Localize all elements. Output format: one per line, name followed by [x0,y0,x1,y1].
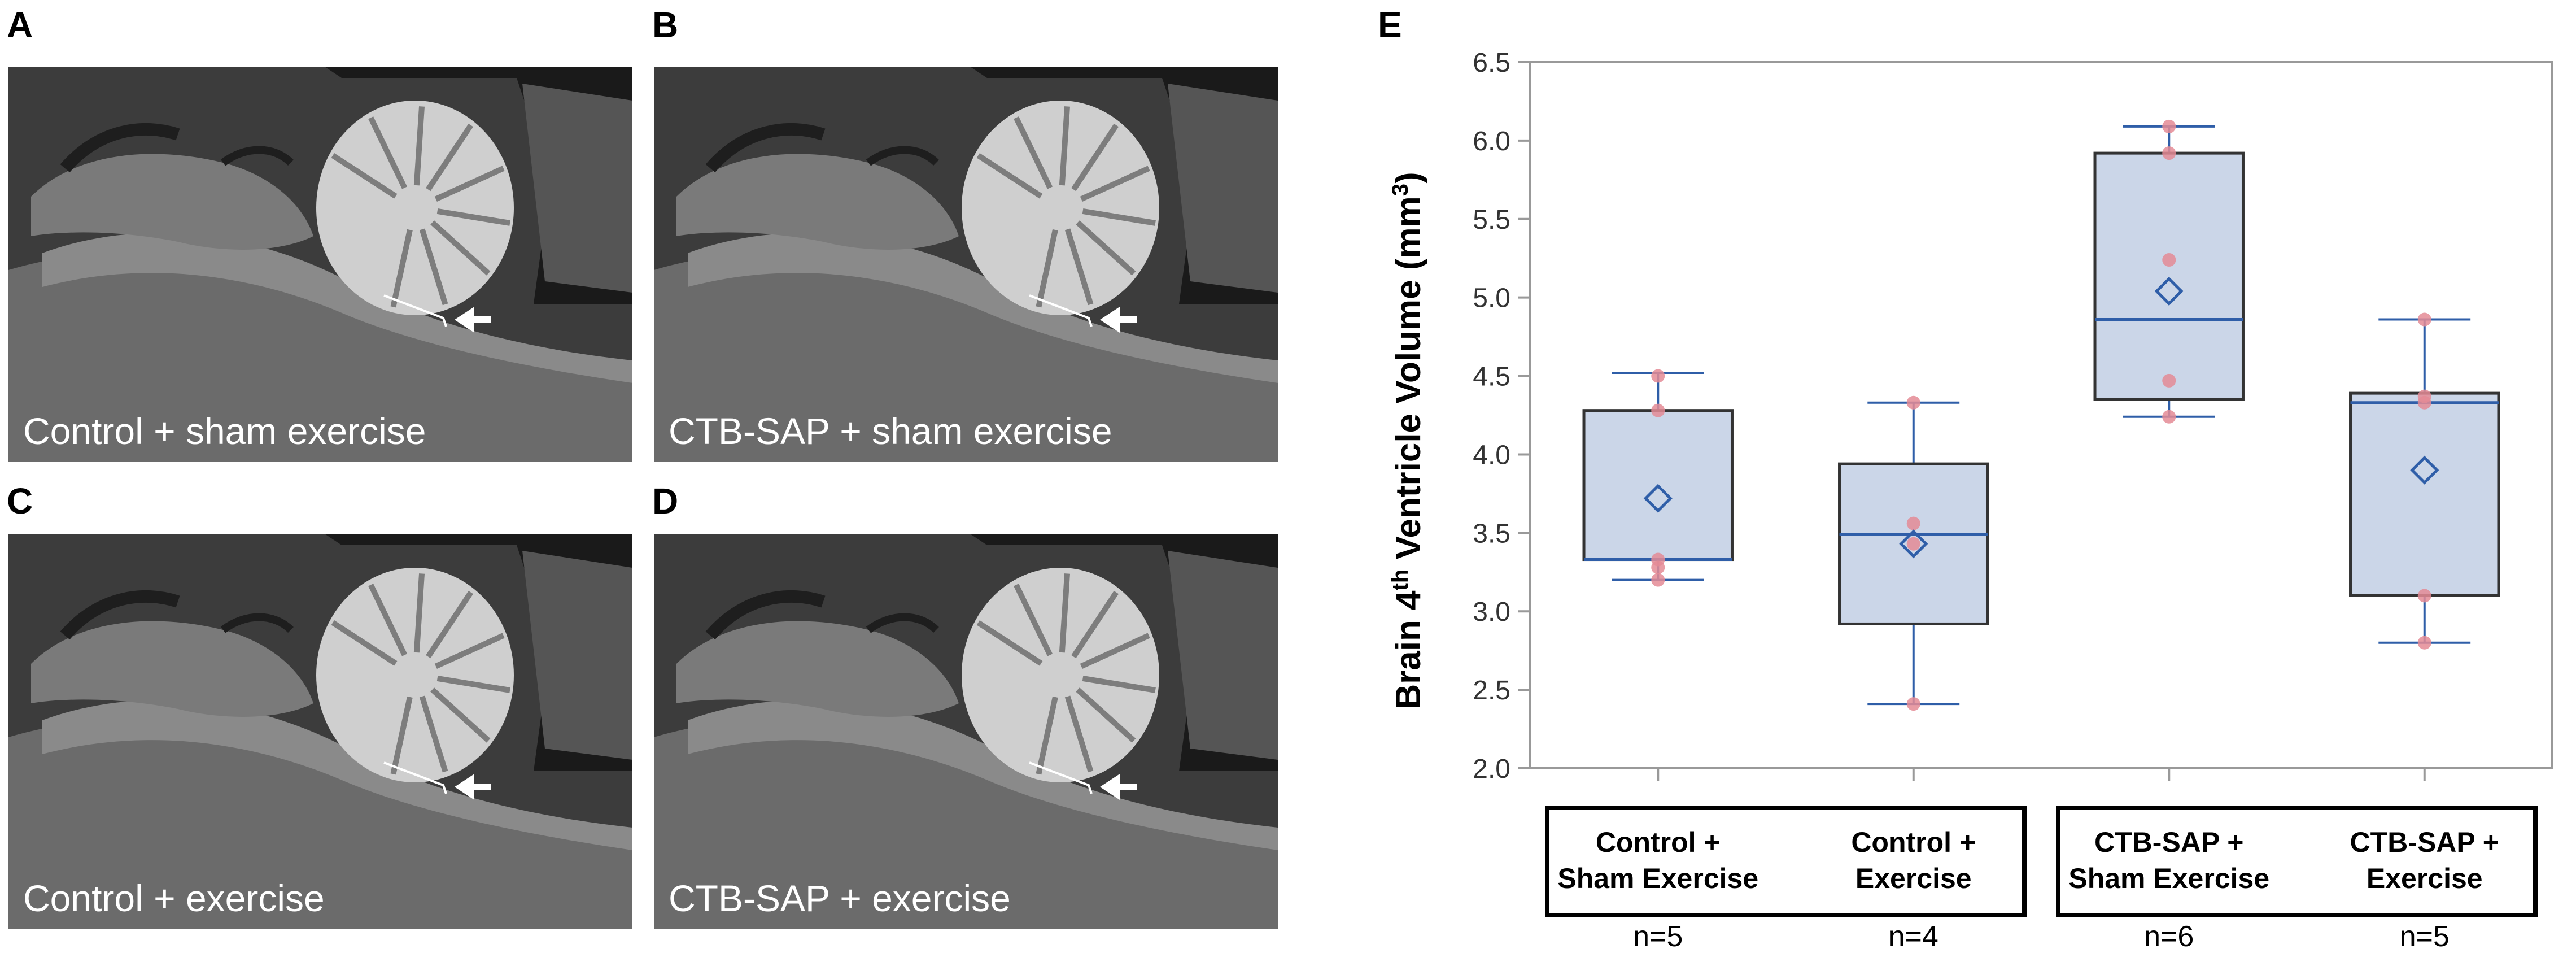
box-group [2093,119,2245,424]
data-point [1651,552,1665,567]
y-tick-label: 5.0 [1473,284,1510,314]
mri-caption: CTB-SAP + sham exercise [669,410,1112,452]
mean-marker [1899,529,1928,559]
panel-letter-a: A [7,5,33,45]
y-axis-label-mid: Ventricle Volume (mm [1389,196,1428,569]
data-point [2417,389,2431,403]
data-point [2162,410,2176,424]
mri-panel-b: CTB-SAP + sham exercise [654,67,1278,462]
mri-image [8,534,632,929]
y-tick-label: 3.0 [1473,597,1510,627]
group-label-line2: Sham Exercise [2068,863,2269,894]
mri-panel-c: Control + exercise [8,534,632,929]
mean-marker [2410,455,2439,485]
y-axis-label: Brain 4th Ventricle Volume (mm3) [1388,172,1428,709]
mri-image [8,67,632,462]
data-point [1906,395,1920,410]
plot-frame [1529,61,2553,769]
y-tick-label: 2.5 [1473,676,1510,706]
group-label-line1: Control + [1851,826,1976,858]
mri-caption: Control + sham exercise [23,410,426,452]
group-n-label: n=6 [2144,920,2194,953]
data-point [1906,537,1920,551]
group-label-line1: CTB-SAP + [2094,826,2243,858]
y-tick-label: 4.0 [1473,440,1510,470]
panel-letter-d: D [652,481,679,521]
data-point [2162,119,2176,133]
group-label-line2: Exercise [1855,863,1972,894]
panel-letter-e: E [1378,5,1402,45]
group-label-line1: Control + [1596,826,1721,858]
y-tick-label: 6.5 [1473,48,1510,78]
mean-marker [2154,277,2184,306]
group-label-line1: CTB-SAP + [2350,826,2499,858]
y-axis-label-sup: th [1388,569,1413,591]
data-point [2417,636,2431,650]
data-point [2417,589,2431,603]
y-axis-label-pre: Brain 4 [1389,590,1428,710]
y-axis-label-post: ) [1389,172,1428,184]
data-point [2417,312,2431,327]
data-point [1651,369,1665,383]
mri-panel-a: Control + sham exercise [8,67,632,462]
y-tick-label: 3.5 [1473,519,1510,549]
box-group [1582,369,1734,587]
data-point [2162,253,2176,267]
data-point [1906,697,1920,711]
group-label-line2: Exercise [2367,863,2483,894]
group-label-box [1545,806,2027,917]
y-tick-label: 5.5 [1473,205,1510,235]
panel-letter-c: C [7,481,33,521]
mean-marker [1643,484,1673,513]
mri-image [654,534,1278,929]
group-n-label: n=4 [1889,920,1938,953]
group-n-label: n=5 [2400,920,2450,953]
y-tick-label: 6.0 [1473,127,1510,156]
box-plot-chart: Brain 4th Ventricle Volume (mm3) 2.0 2.5 3… [1388,48,2553,953]
data-point [1651,573,1665,587]
y-tick-label: 4.5 [1473,362,1510,392]
group-label-box [2056,806,2538,917]
data-point [1651,403,1665,417]
mri-caption: Control + exercise [23,877,325,919]
group-n-label: n=5 [1633,920,1683,953]
data-point [1906,516,1920,530]
box-group [1838,395,1989,711]
box-group [2349,312,2500,650]
data-point [2162,146,2176,160]
group-label-line2: Sham Exercise [1557,863,1758,894]
mri-image [654,67,1278,462]
panel-letter-b: B [652,5,679,45]
box [2349,391,2500,597]
mri-panel-d: CTB-SAP + exercise [654,534,1278,929]
data-point [2162,373,2176,388]
mri-caption: CTB-SAP + exercise [669,877,1011,919]
y-tick-label: 2.0 [1473,754,1510,784]
y-axis-label-sup: 3 [1388,184,1413,196]
box [2093,151,2245,401]
